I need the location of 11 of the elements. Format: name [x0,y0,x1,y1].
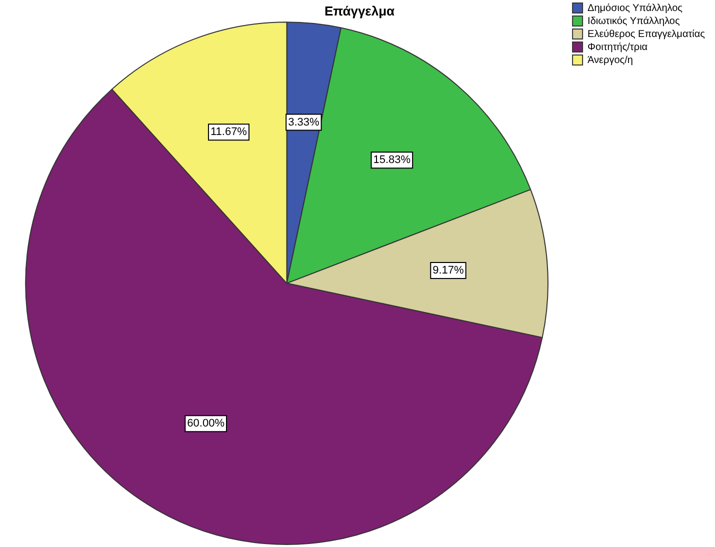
chart-title: Επάγγελμα [324,3,395,18]
legend-label: Ελεύθερος Επαγγελματίας [588,28,706,40]
legend-label: Φοιτητής/τρια [588,42,648,53]
data-label: 3.33% [288,116,320,128]
legend-label: Δημόσιος Υπάλληλος [588,2,683,14]
data-label: 60.00% [187,418,225,430]
data-label: 9.17% [432,264,464,277]
data-label: 15.83% [373,154,411,166]
data-label: 11.67% [210,126,248,138]
legend-label: Άνεργος/η [588,54,633,66]
legend-label: Ιδιωτικός Υπάλληλος [588,16,680,27]
